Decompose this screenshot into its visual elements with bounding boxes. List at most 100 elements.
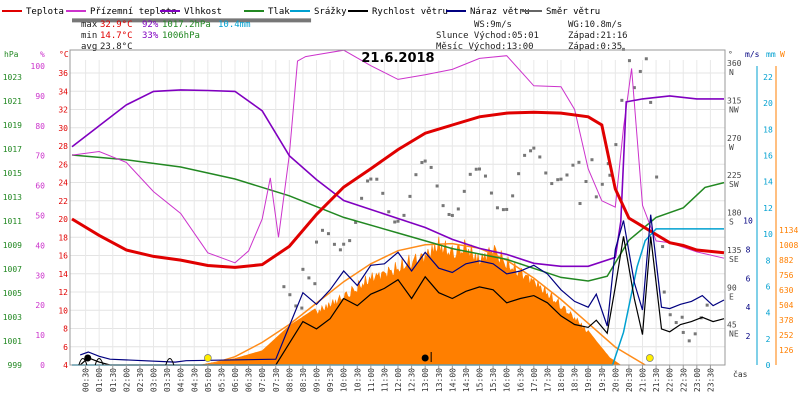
wind-direction-dot (402, 213, 406, 217)
wind-direction-dot (559, 177, 563, 181)
x-tick-label: 03:30 (163, 368, 172, 392)
tick-temp: 26 (58, 160, 68, 169)
stat-max-label: max (81, 20, 98, 30)
x-tick-label: 19:30 (598, 368, 607, 392)
tick-temp: 28 (58, 142, 68, 151)
wind-direction-dot (360, 196, 364, 200)
wind-direction-dot (668, 313, 672, 317)
wind-direction-dot (423, 159, 427, 163)
unit-pct: % (40, 50, 45, 59)
x-tick-label: 17:30 (543, 368, 552, 392)
tick-direction-degrees: 90 (727, 283, 737, 292)
legend-label: Vlhkost (184, 7, 222, 17)
wind-direction-dot (326, 232, 330, 236)
wind-direction-dot (366, 179, 370, 183)
wind-direction-dot (638, 69, 642, 73)
temperature-line (71, 110, 725, 269)
tick-temp: 30 (58, 124, 68, 133)
wind-direction-dot (632, 86, 636, 90)
wind-direction-dot (447, 212, 451, 216)
x-tick-label: 13:30 (435, 368, 444, 392)
stat-max-press: 1017.2hPa (162, 20, 211, 30)
wind-direction-dot (435, 184, 439, 188)
x-tick-label: 13:00 (421, 368, 430, 392)
wind-direction-dot (288, 293, 292, 297)
stat-avg-label: avg (81, 42, 97, 52)
wind-direction-dot (393, 220, 397, 224)
x-tick-label: 21:30 (652, 368, 661, 392)
wind-direction-dot (495, 206, 499, 210)
x-tick-label: 07:00 (258, 368, 267, 392)
tick-temp: 24 (58, 179, 68, 188)
wind-direction-dot (441, 204, 445, 208)
legend-label: Směr větru (546, 7, 600, 17)
tick-pct: 60 (35, 182, 45, 191)
pressure-line (71, 154, 725, 282)
tick-pct: 0 (40, 361, 45, 370)
stat-min-press: 1006hPa (162, 31, 200, 41)
wind-direction-dot (681, 330, 685, 334)
wind-peak-marker (78, 358, 88, 366)
wind-direction-dot (408, 194, 412, 198)
x-tick-label: 23:30 (706, 368, 715, 392)
wind-direction-dot (354, 220, 358, 224)
stat-wind-gust: WG:10.8m/s (568, 20, 622, 30)
sunset-marker (645, 354, 654, 362)
stat-sun-set: Západ:21:16 (568, 31, 628, 41)
wind-direction-dot (578, 202, 582, 206)
wind-direction-dot (414, 173, 418, 177)
tick-wind: 6 (746, 274, 751, 283)
wind-direction-dot (338, 248, 342, 252)
x-tick-label: 14:30 (462, 368, 471, 392)
wind-direction-dot (501, 208, 505, 212)
stat-max-hum: 92% (142, 20, 159, 30)
x-tick-label: 09:00 (313, 368, 322, 392)
wind-direction-dot (313, 282, 317, 286)
tick-rain: 12 (763, 204, 773, 213)
x-tick-label: 20:30 (625, 368, 634, 392)
stat-min-hum: 33% (142, 31, 159, 41)
wind-direction-dot (523, 153, 527, 157)
tick-temp: 10 (58, 306, 68, 315)
wind-direction-dot (705, 303, 709, 307)
tick-wind: 10 (743, 216, 753, 225)
unit-hpa: hPa (4, 50, 19, 59)
wind-direction-dot (450, 213, 454, 217)
x-tick-label: 14:00 (448, 368, 457, 392)
unit-wind: m/s (745, 50, 760, 59)
wind-direction-dot (556, 178, 560, 182)
tick-hpa: 1013 (3, 193, 22, 202)
x-tick-label: 11:30 (380, 368, 389, 392)
tick-temp: 32 (58, 106, 68, 115)
x-tick-label: 22:30 (679, 368, 688, 392)
wind-direction-dot (348, 239, 352, 243)
tick-direction-compass: W (729, 143, 734, 152)
tick-temp: 12 (58, 288, 68, 297)
tick-temp: 8 (63, 325, 68, 334)
wind-direction-dot (606, 162, 610, 166)
tick-hpa: 1021 (3, 97, 22, 106)
tick-temp: 18 (58, 233, 68, 242)
wind-direction-dot (387, 210, 391, 214)
wind-direction-dot (375, 177, 379, 181)
tick-pct: 20 (35, 301, 45, 310)
tick-rain: 16 (763, 152, 773, 161)
wind-direction-dot (662, 290, 666, 294)
tick-hpa: 1019 (3, 121, 22, 130)
x-tick-label: 06:30 (245, 368, 254, 392)
x-tick-label: 17:00 (530, 368, 539, 392)
chart-title: 21.6.2018 (361, 51, 434, 66)
wind-direction-dot (301, 267, 305, 271)
wind-direction-dot (294, 304, 298, 308)
tick-solar: 504 (779, 301, 794, 310)
tick-direction-degrees: 315 (727, 96, 742, 105)
wind-direction-dot (538, 155, 542, 159)
x-tick-label: 03:00 (150, 368, 159, 392)
wind-speed-line (79, 236, 725, 366)
moon-rise-marker (421, 354, 429, 362)
wind-direction-dot (614, 143, 618, 147)
wind-direction-dot (565, 173, 569, 177)
x-tick-label: 18:00 (557, 368, 566, 392)
tick-hpa: 999 (8, 361, 23, 370)
x-tick-label: 06:00 (231, 368, 240, 392)
